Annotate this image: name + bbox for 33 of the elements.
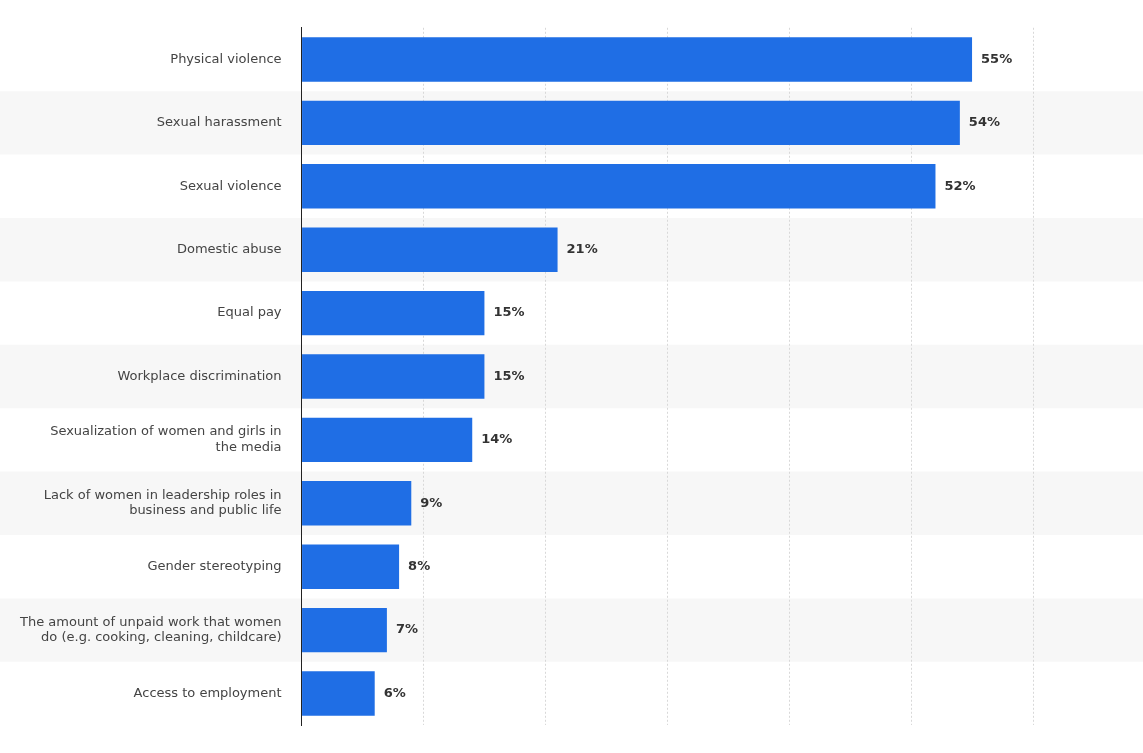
bar — [302, 227, 558, 272]
y-tick-label: Lack of women in leadership roles in business and public life — [43, 486, 282, 518]
bar — [302, 607, 387, 653]
data-label: 21% — [566, 241, 598, 257]
data-label: 15% — [493, 304, 525, 320]
y-tick-label: The amount of unpaid work that women do (e.g. cooking, cleaning, childcare) — [18, 613, 282, 645]
bar — [302, 417, 473, 463]
data-label: 14% — [481, 431, 513, 447]
y-tick-label: Access to employment — [133, 684, 282, 700]
data-label: 54% — [968, 114, 1000, 130]
data-label: 55% — [981, 50, 1013, 66]
bar — [302, 290, 485, 336]
y-tick-label: Sexual violence — [179, 177, 282, 193]
bar — [302, 544, 400, 589]
data-label: 6% — [383, 684, 406, 700]
bar — [302, 100, 960, 146]
data-label: 8% — [408, 558, 431, 574]
y-tick-label: Workplace discrimination — [117, 367, 282, 383]
bar — [302, 481, 412, 526]
y-tick-label: Domestic abuse — [176, 241, 282, 257]
y-tick-label: Physical violence — [170, 50, 282, 66]
data-label: 9% — [420, 494, 443, 510]
y-tick-label: Sexualization of women and girls in the media — [50, 423, 282, 455]
data-label: 15% — [493, 367, 525, 383]
data-label: 7% — [395, 621, 418, 637]
y-tick-label: Sexual harassment — [156, 114, 282, 130]
bar — [302, 671, 375, 716]
y-tick-label: Gender stereotyping — [147, 558, 282, 574]
bar — [302, 37, 973, 82]
y-tick-label: Equal pay — [217, 304, 282, 320]
bar — [302, 164, 936, 209]
data-label: 52% — [944, 177, 976, 193]
bar — [302, 354, 485, 399]
